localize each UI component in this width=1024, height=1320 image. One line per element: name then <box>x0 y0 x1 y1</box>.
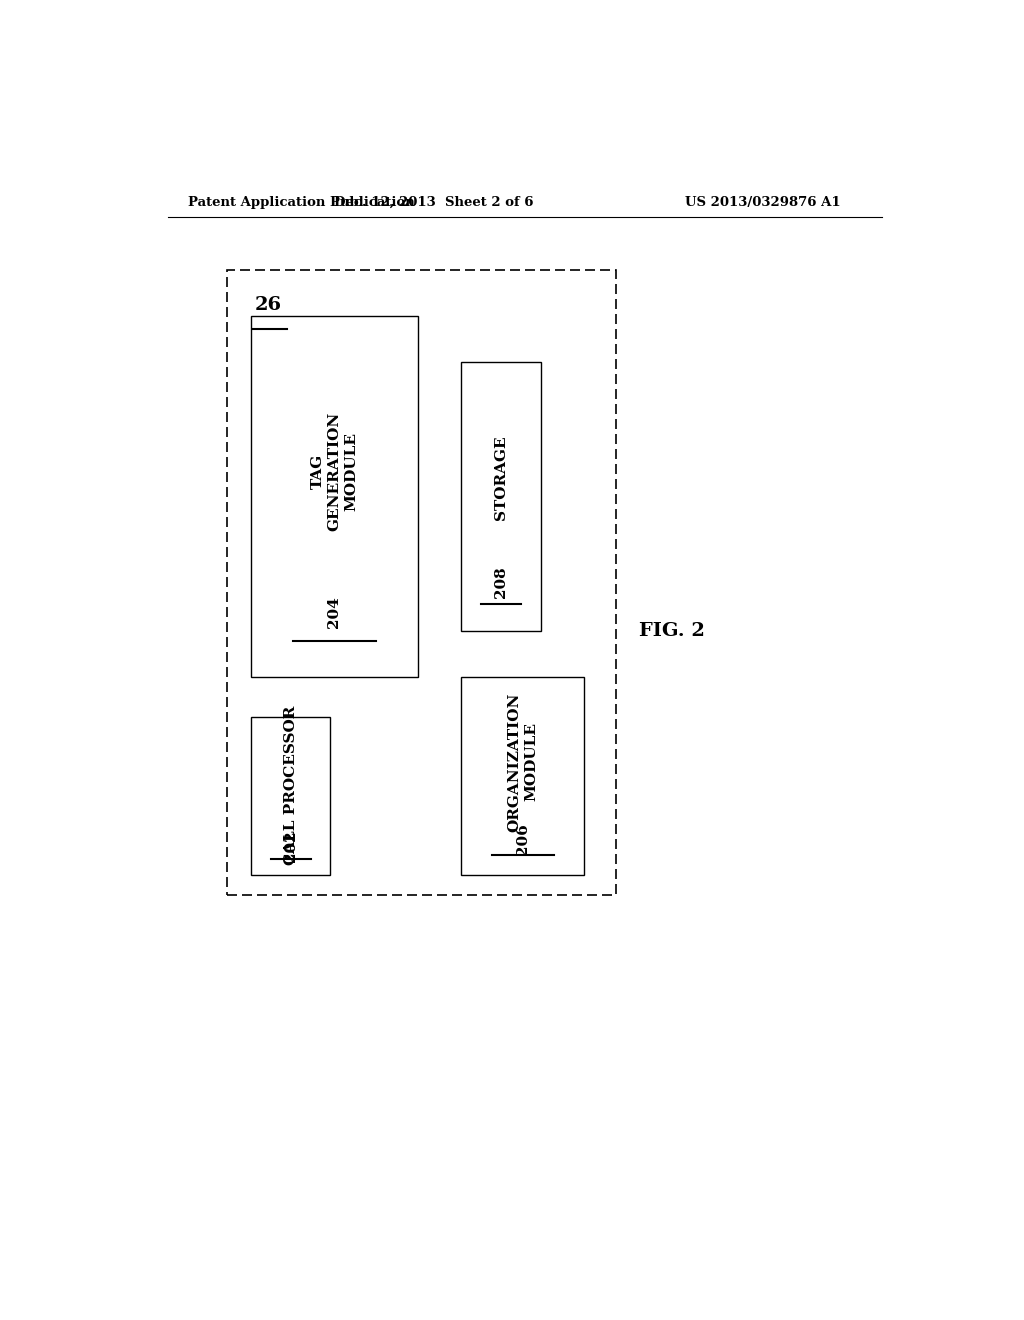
Text: 202: 202 <box>284 830 298 862</box>
Text: 208: 208 <box>494 566 508 598</box>
Bar <box>461 362 541 631</box>
Text: Patent Application Publication: Patent Application Publication <box>187 195 415 209</box>
Text: US 2013/0329876 A1: US 2013/0329876 A1 <box>685 195 841 209</box>
Bar <box>461 677 585 875</box>
Text: TAG
GENERATION
MODULE: TAG GENERATION MODULE <box>310 412 358 531</box>
Text: CALL PROCESSOR: CALL PROCESSOR <box>284 705 298 865</box>
Text: ORGANIZATION
MODULE: ORGANIZATION MODULE <box>508 692 539 832</box>
Text: 206: 206 <box>516 824 529 855</box>
Text: STORAGE: STORAGE <box>494 436 508 520</box>
Text: Dec. 12, 2013  Sheet 2 of 6: Dec. 12, 2013 Sheet 2 of 6 <box>334 195 534 209</box>
Text: 204: 204 <box>328 595 341 628</box>
Bar <box>227 271 616 895</box>
Text: FIG. 2: FIG. 2 <box>639 622 705 640</box>
Bar <box>251 718 331 875</box>
Bar <box>251 315 418 677</box>
Text: 26: 26 <box>255 296 282 314</box>
